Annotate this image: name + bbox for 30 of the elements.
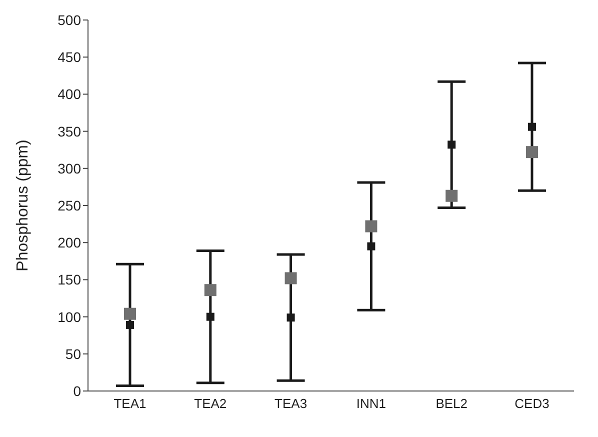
y-tick-label: 450 — [58, 49, 82, 66]
x-tick-label: TEA2 — [194, 396, 227, 412]
point — [204, 284, 216, 296]
point — [126, 320, 134, 329]
x-tick-label: TEA3 — [274, 396, 308, 412]
y-tick-label: 0 — [73, 382, 82, 399]
point — [206, 312, 214, 321]
point — [124, 308, 136, 320]
y-tick-label: 250 — [58, 197, 82, 214]
x-tick-label: CED3 — [514, 396, 550, 412]
y-tick-label: 50 — [65, 346, 82, 362]
point — [367, 242, 376, 250]
point — [284, 272, 297, 284]
y-tick-label: 150 — [58, 272, 82, 288]
y-tick-label: 400 — [58, 86, 82, 102]
x-tick-label: BEL2 — [436, 396, 468, 412]
point — [526, 146, 538, 158]
y-tick-label: 350 — [58, 123, 82, 140]
point — [528, 122, 536, 131]
point — [448, 140, 456, 149]
y-tick-label: 200 — [58, 234, 82, 251]
y-tick-label: 300 — [58, 160, 82, 176]
x-tick-label: TEA1 — [114, 396, 146, 412]
point — [446, 190, 458, 202]
x-tick-label: INN1 — [356, 396, 386, 412]
y-tick-label: 500 — [58, 12, 82, 28]
point — [286, 314, 295, 322]
point — [365, 220, 378, 232]
y-tick-label: 100 — [58, 308, 82, 325]
y-axis-title: Phosphorus (ppm) — [14, 140, 32, 272]
